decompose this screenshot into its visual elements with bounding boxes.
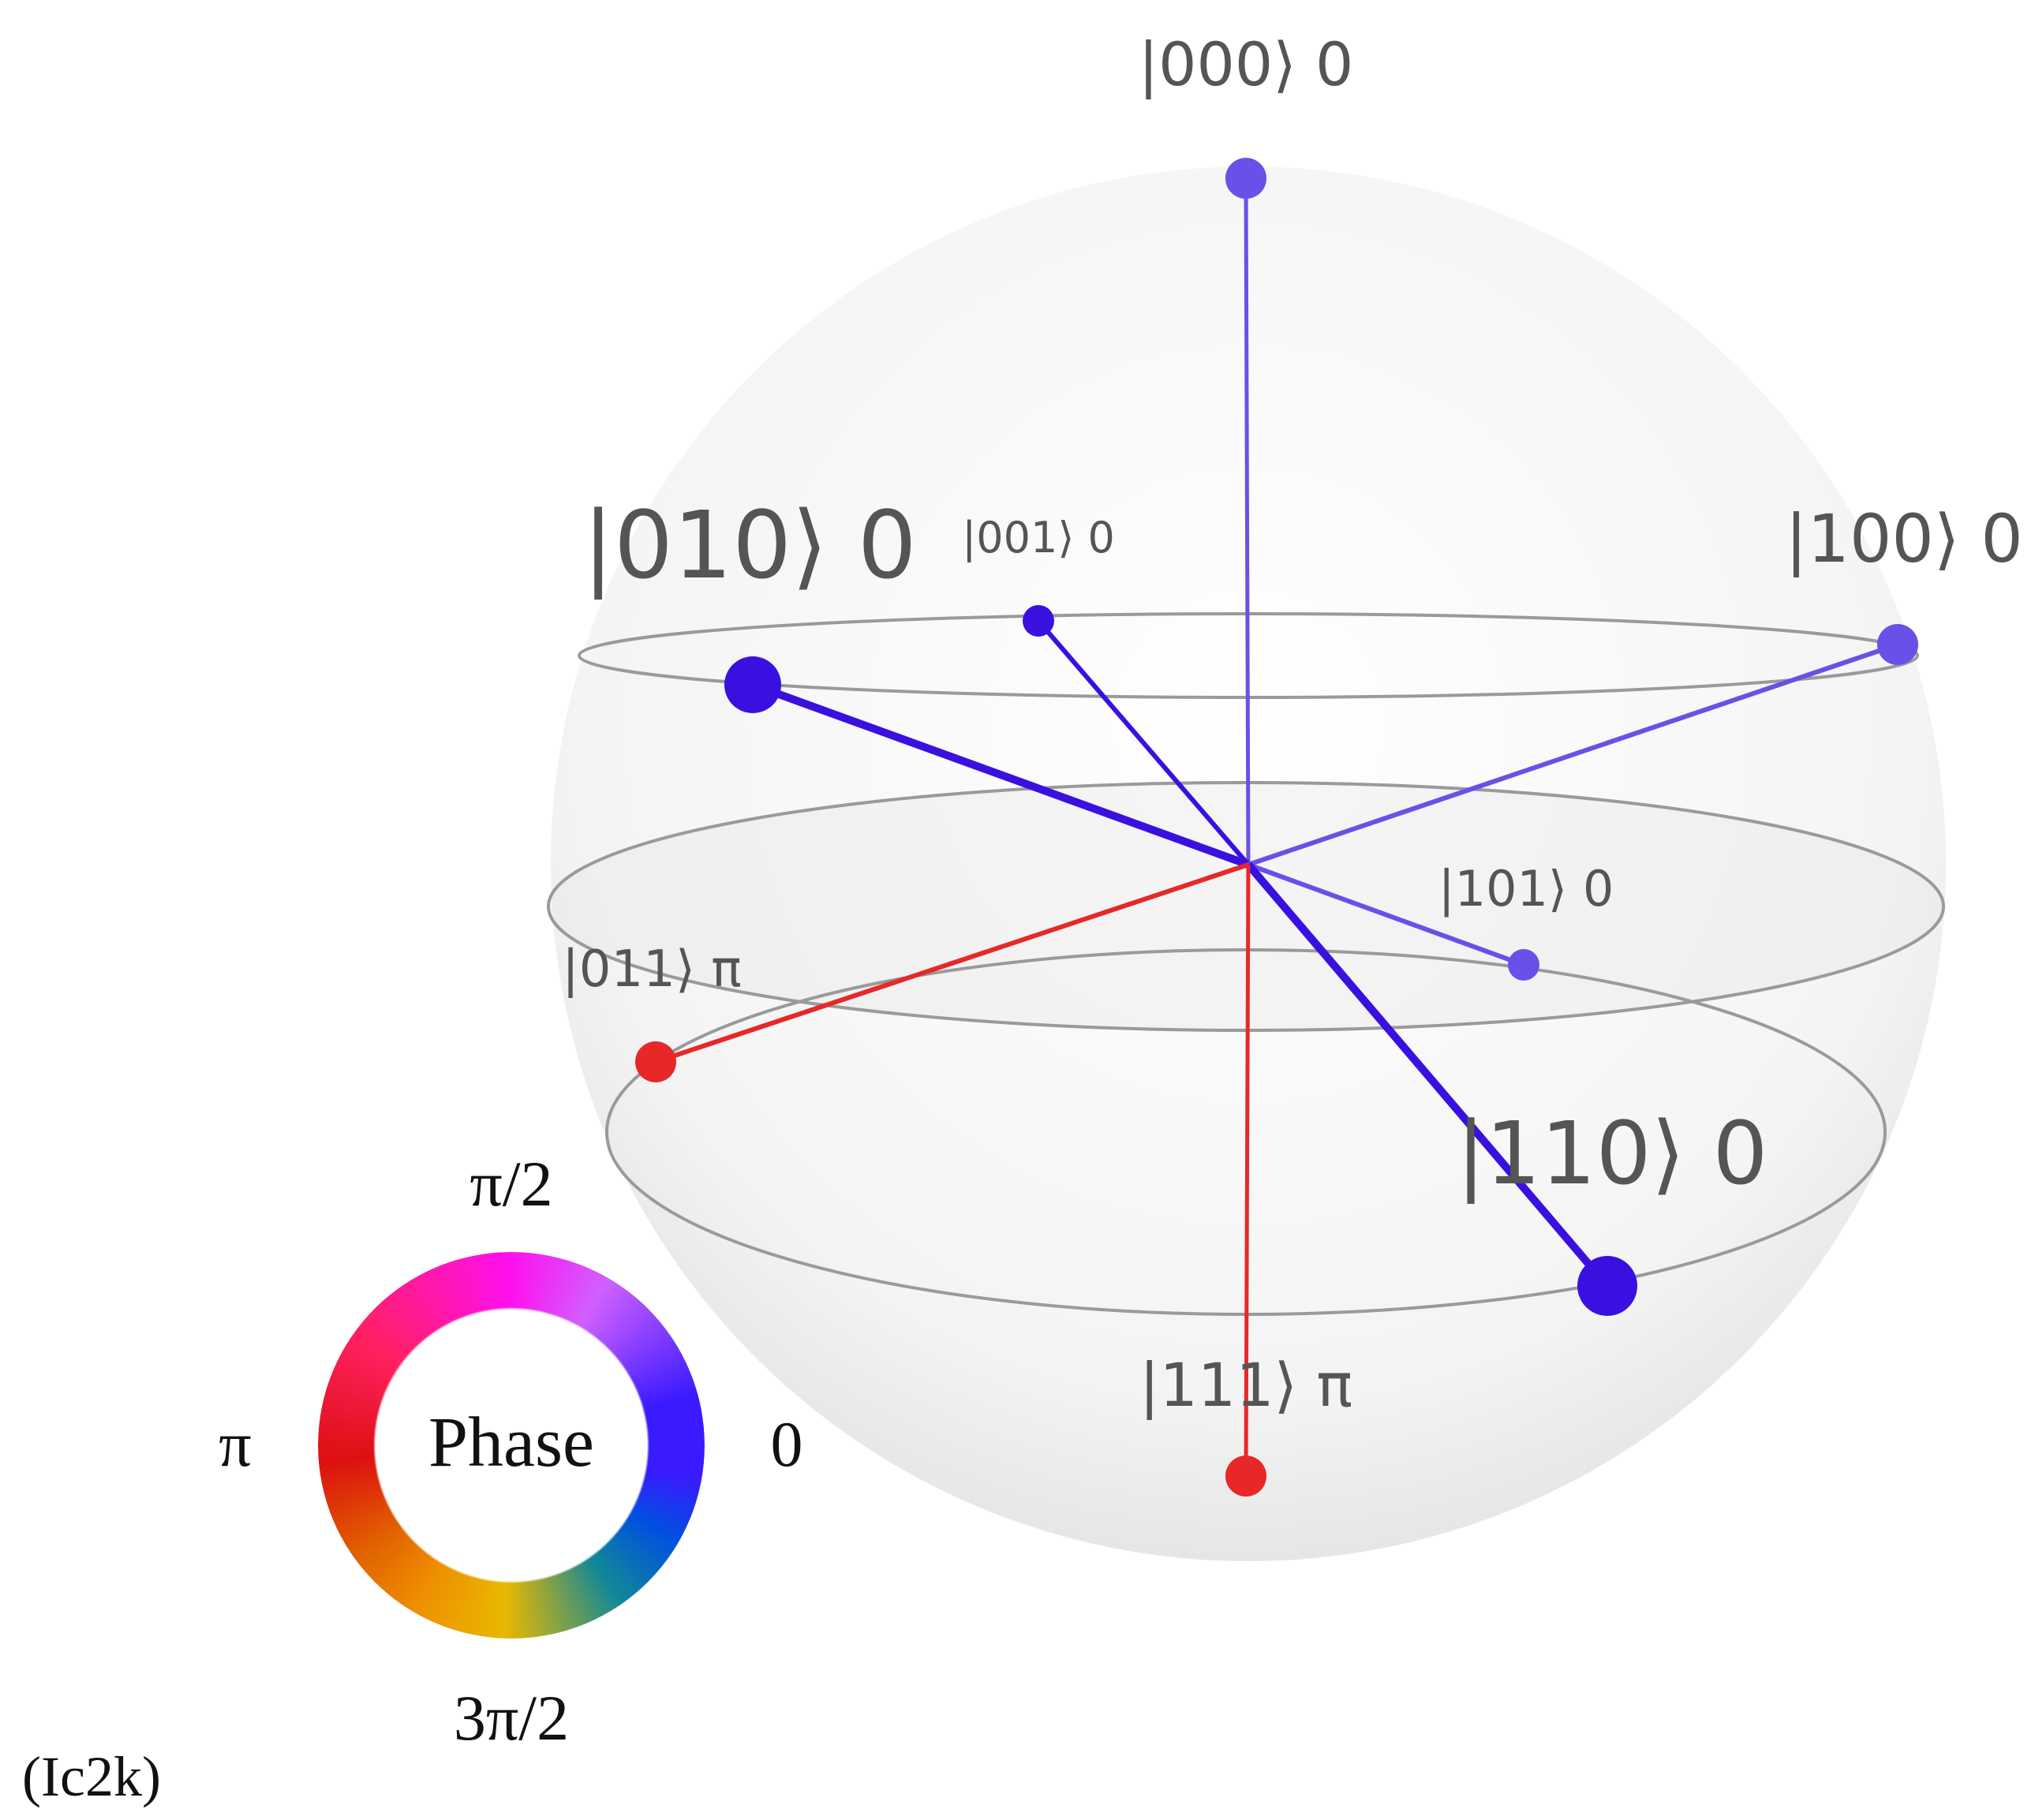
state-point-111 — [1225, 1456, 1266, 1497]
state-point-101 — [1508, 949, 1539, 981]
phase-label-right: 0 — [771, 1408, 803, 1480]
state-label-001: |001⟩ 0 — [962, 513, 1115, 562]
state-vector-000 — [1244, 178, 1251, 865]
state-point-010 — [724, 656, 781, 713]
state-point-100 — [1877, 624, 1918, 665]
state-vector-111 — [1244, 864, 1251, 1477]
state-point-110 — [1577, 1256, 1637, 1316]
state-label-110: |110⟩ 0 — [1457, 1103, 1768, 1205]
state-vector-110 — [1245, 861, 1610, 1289]
phase-label-bottom: 3π/2 — [454, 1682, 569, 1754]
phase-color-wheel — [318, 1252, 705, 1639]
state-vector-101 — [1247, 862, 1525, 967]
state-point-001 — [1023, 605, 1054, 637]
state-point-011 — [635, 1041, 676, 1082]
state-vector-100 — [1248, 642, 1898, 867]
state-label-101: |101⟩ 0 — [1438, 860, 1614, 918]
state-label-111: |111⟩ π — [1139, 1350, 1352, 1421]
state-label-100: |100⟩ 0 — [1785, 500, 2023, 577]
phase-label-top: π/2 — [469, 1148, 552, 1220]
state-vector-001 — [1036, 619, 1251, 866]
state-vector-010 — [751, 681, 1250, 869]
state-label-011: |011⟩ π — [562, 940, 742, 999]
phase-legend-title: Phase — [428, 1403, 594, 1482]
state-label-000: |000⟩ 0 — [1139, 29, 1354, 100]
phase-label-left: π — [219, 1408, 251, 1480]
state-point-000 — [1225, 158, 1266, 199]
state-label-010: |010⟩ 0 — [582, 491, 917, 600]
figure-caption: (Ic2k) — [22, 1745, 161, 1808]
state-vector-011 — [655, 862, 1249, 1064]
